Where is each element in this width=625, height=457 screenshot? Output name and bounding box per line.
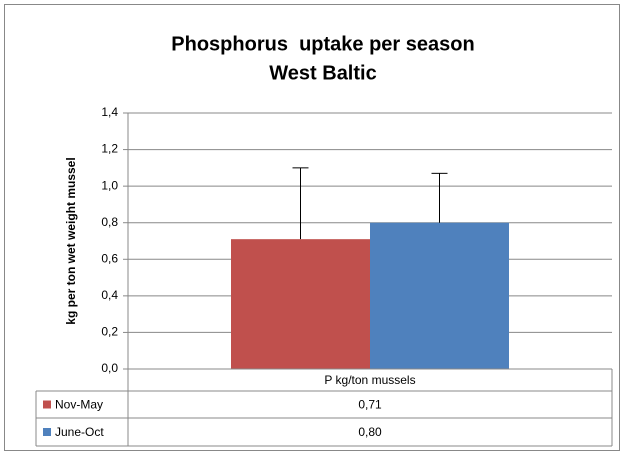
bar (370, 222, 509, 369)
y-tick-label: 1,4 (101, 105, 118, 119)
y-axis-label: kg per ton wet weight mussel (64, 157, 78, 324)
legend-label: Nov-May (55, 398, 103, 412)
legend-label: June-Oct (55, 425, 104, 439)
chart-frame (4, 4, 620, 451)
y-tick-label: 0,8 (101, 215, 118, 229)
y-tick-label: 1,0 (101, 178, 118, 192)
table-value: 0,80 (358, 425, 382, 439)
y-tick-label: 0,4 (101, 288, 118, 302)
chart-subtitle: West Baltic (269, 62, 376, 84)
table-value: 0,71 (358, 398, 382, 412)
x-tick-label: P kg/ton mussels (324, 373, 415, 387)
legend-key (43, 428, 51, 436)
y-tick-label: 0,0 (101, 361, 118, 375)
chart-title: Phosphorus uptake per season (171, 33, 474, 55)
y-tick-label: 0,2 (101, 325, 118, 339)
bar (231, 239, 370, 369)
legend-key (43, 400, 51, 409)
y-tick-label: 0,6 (101, 251, 118, 265)
y-tick-label: 1,2 (101, 142, 118, 156)
